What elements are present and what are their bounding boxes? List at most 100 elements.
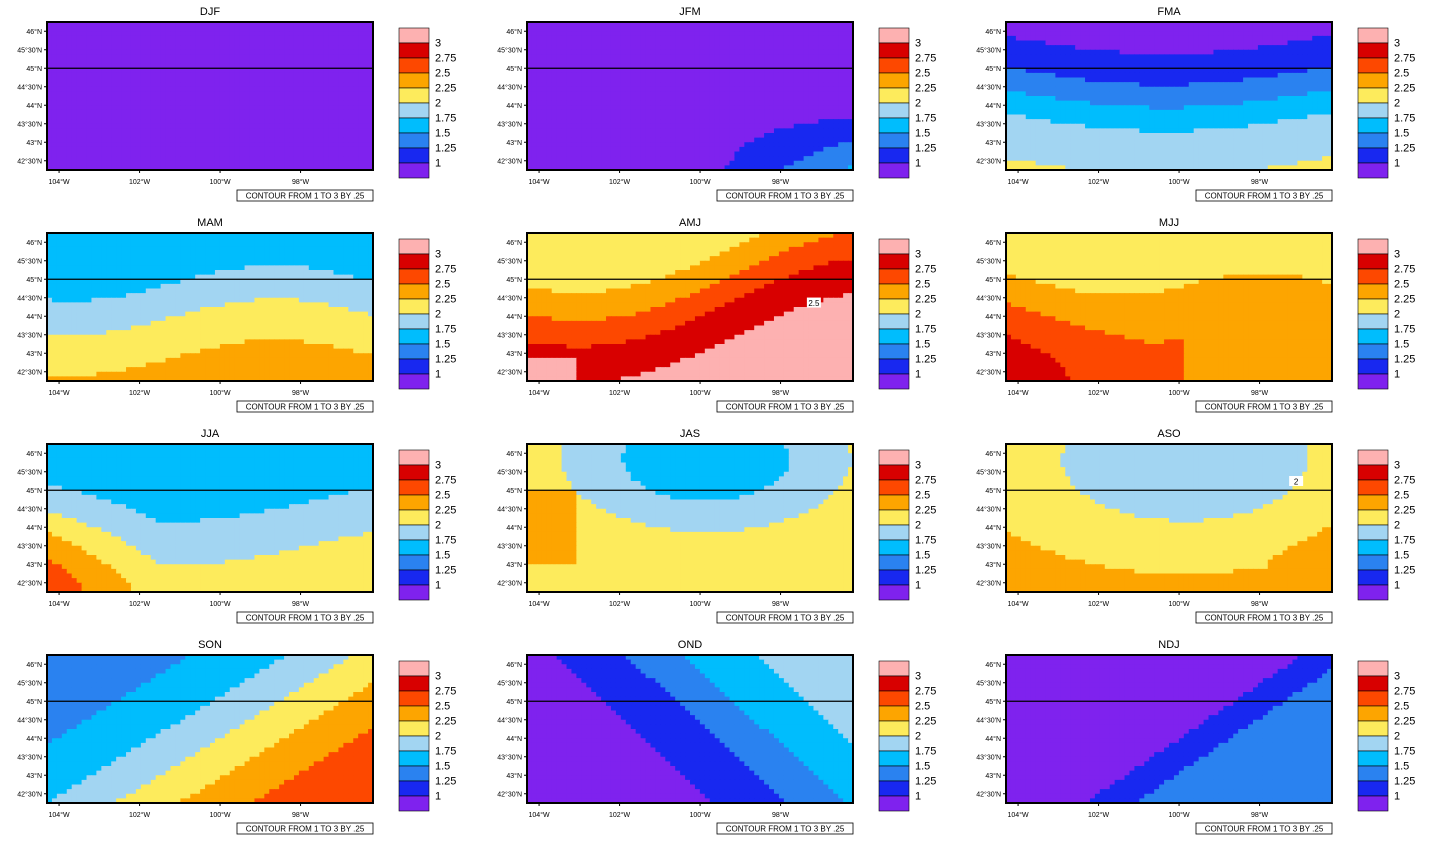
field-cell bbox=[610, 146, 617, 153]
field-cell bbox=[254, 123, 260, 129]
field-cell bbox=[259, 100, 265, 106]
colorbar-label: 2.25 bbox=[435, 83, 456, 95]
field-cell bbox=[313, 137, 320, 143]
field-cell bbox=[1085, 45, 1091, 51]
field-cell bbox=[714, 82, 721, 88]
field-cell bbox=[640, 165, 647, 171]
field-cell bbox=[150, 59, 157, 65]
field-cell bbox=[719, 142, 726, 148]
field-cell bbox=[744, 160, 750, 166]
field-cell bbox=[660, 146, 666, 153]
field-cell bbox=[749, 82, 755, 88]
field-cell bbox=[610, 31, 617, 37]
field-cell bbox=[1252, 26, 1259, 32]
field-cell bbox=[1297, 40, 1303, 46]
field-cell bbox=[596, 128, 602, 134]
field-cell bbox=[1015, 49, 1022, 55]
field-cell bbox=[140, 54, 147, 60]
field-cell bbox=[200, 40, 206, 46]
field-cell bbox=[185, 86, 191, 92]
field-cell bbox=[293, 72, 300, 79]
field-cell bbox=[566, 100, 573, 106]
field-cell bbox=[690, 82, 696, 88]
field-cell bbox=[91, 151, 97, 157]
field-cell bbox=[1114, 49, 1121, 55]
field-cell bbox=[655, 114, 661, 120]
field-cell bbox=[591, 114, 597, 120]
field-cell bbox=[1070, 35, 1076, 42]
field-cell bbox=[828, 133, 834, 139]
field-cell bbox=[685, 40, 691, 46]
field-cell bbox=[546, 146, 553, 153]
field-cell bbox=[615, 114, 622, 120]
field-cell bbox=[145, 31, 152, 37]
field-cell bbox=[175, 133, 181, 139]
field-cell bbox=[1218, 40, 1224, 46]
field-cell bbox=[719, 160, 726, 166]
field-cell bbox=[1188, 22, 1195, 28]
field-cell bbox=[244, 142, 251, 148]
field-cell bbox=[111, 59, 117, 65]
field-cell bbox=[96, 45, 102, 51]
field-cell bbox=[754, 156, 760, 162]
field-cell bbox=[531, 160, 538, 166]
field-cell bbox=[170, 100, 177, 106]
field-cell bbox=[318, 100, 325, 106]
field-cell bbox=[61, 137, 68, 143]
field-cell bbox=[1159, 35, 1165, 42]
field-cell bbox=[596, 82, 602, 88]
field-cell bbox=[269, 146, 275, 153]
field-cell bbox=[318, 86, 325, 92]
field-cell bbox=[1257, 49, 1264, 55]
field-cell bbox=[793, 72, 800, 79]
field-cell bbox=[625, 109, 632, 116]
field-cell bbox=[576, 119, 582, 125]
field-cell bbox=[739, 63, 745, 69]
field-cell bbox=[195, 59, 201, 65]
field-cell bbox=[214, 86, 221, 92]
field-cell bbox=[685, 86, 691, 92]
field-cell bbox=[571, 123, 577, 129]
field-cell bbox=[848, 72, 854, 79]
field-cell bbox=[274, 91, 280, 97]
field-cell bbox=[1228, 22, 1234, 28]
field-cell bbox=[719, 105, 726, 111]
field-cell bbox=[546, 160, 553, 166]
field-cell bbox=[348, 109, 354, 116]
field-cell bbox=[541, 96, 548, 102]
field-cell bbox=[1020, 59, 1027, 65]
field-cell bbox=[210, 128, 216, 134]
field-cell bbox=[185, 77, 191, 83]
field-cell bbox=[170, 114, 177, 120]
field-cell bbox=[838, 128, 844, 134]
field-cell bbox=[126, 123, 132, 129]
field-cell bbox=[51, 45, 58, 51]
field-cell bbox=[368, 119, 374, 125]
field-cell bbox=[601, 40, 607, 46]
field-cell bbox=[591, 165, 597, 171]
field-cell bbox=[601, 114, 607, 120]
field-cell bbox=[328, 86, 335, 92]
field-cell bbox=[828, 114, 834, 120]
field-cell bbox=[116, 68, 122, 74]
field-cell bbox=[293, 26, 300, 32]
field-cell bbox=[1089, 59, 1096, 65]
field-cell bbox=[581, 77, 587, 83]
field-cell bbox=[1267, 40, 1274, 46]
field-cell bbox=[56, 35, 63, 42]
field-cell bbox=[546, 31, 553, 37]
field-cell bbox=[685, 91, 691, 97]
field-cell bbox=[106, 137, 112, 143]
field-cell bbox=[680, 165, 686, 171]
field-cell bbox=[200, 26, 206, 32]
field-cell bbox=[47, 68, 53, 74]
field-cell bbox=[803, 109, 810, 116]
field-cell bbox=[615, 72, 622, 79]
field-cell bbox=[635, 165, 642, 171]
field-cell bbox=[833, 165, 839, 171]
field-cell bbox=[308, 22, 315, 28]
field-cell bbox=[788, 114, 795, 120]
field-cell bbox=[1228, 63, 1234, 69]
field-cell bbox=[527, 49, 533, 55]
field-cell bbox=[734, 91, 740, 97]
